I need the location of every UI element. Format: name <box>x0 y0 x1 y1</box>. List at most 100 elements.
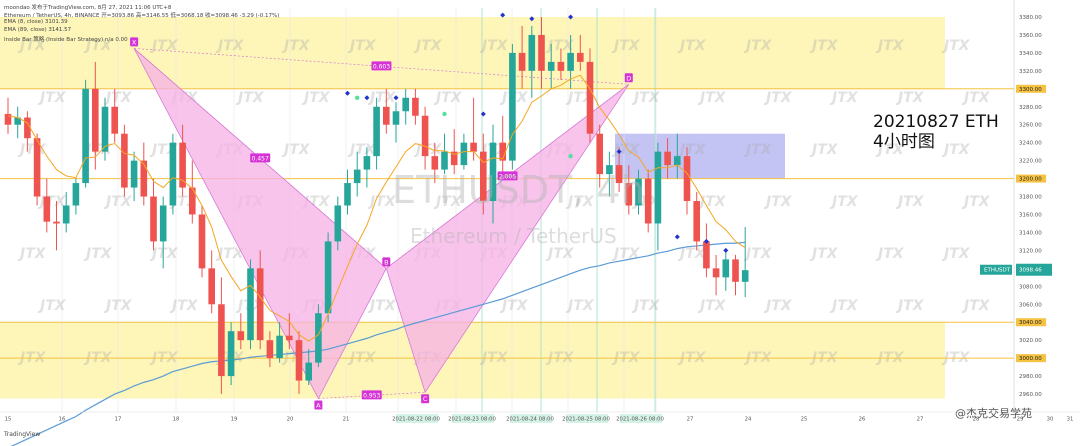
signal-marker <box>480 111 486 117</box>
jtx-watermark: JTX <box>829 194 859 210</box>
price-tick-label: 3360.00 <box>1019 33 1042 39</box>
candle-body <box>722 259 730 278</box>
candle-body <box>441 151 448 170</box>
time-range-highlight <box>620 414 662 423</box>
jtx-watermark: JTX <box>83 246 113 262</box>
jtx-watermark: JTX <box>895 298 925 314</box>
jtx-watermark: JTX <box>697 90 727 106</box>
signal-marker <box>393 95 399 101</box>
candle-body <box>460 142 468 166</box>
jtx-watermark: JTX <box>829 298 859 314</box>
time-tick-label: 15 <box>5 417 12 423</box>
strategy-legend[interactable]: Inside Bar 策略 (Inside Bar Strategy) n/a … <box>4 37 128 43</box>
candle-body <box>470 142 477 152</box>
candle-body <box>334 205 342 242</box>
jtx-watermark: JTX <box>697 194 727 210</box>
level-price-badge <box>1016 84 1046 93</box>
candle-body <box>179 142 186 188</box>
pattern-point-d-marker <box>624 73 633 83</box>
candle-body <box>693 201 700 242</box>
jtx-watermark: JTX <box>215 38 245 54</box>
candle-body <box>509 52 516 161</box>
candle-body <box>315 313 322 363</box>
chart-symbol-ohlc: Ethereum / TetherUS, 4h, BINANCE 开=3093.… <box>4 13 280 19</box>
candle-body <box>295 340 303 381</box>
jtx-watermark: JTX <box>215 246 245 262</box>
candle-body <box>14 117 21 125</box>
candle-body <box>159 205 167 242</box>
candle-body <box>577 52 584 62</box>
signal-dot <box>568 153 573 159</box>
jtx-watermark: JTX <box>37 298 67 314</box>
candle-body <box>732 259 739 282</box>
candle-body <box>547 61 555 71</box>
jtx-watermark: JTX <box>367 298 397 314</box>
candle-body <box>518 52 526 71</box>
signal-marker <box>703 238 709 244</box>
candle-body <box>140 160 148 197</box>
jtx-watermark: JTX <box>545 246 575 262</box>
price-tick-label: 3060.00 <box>1019 302 1042 308</box>
candle-body <box>683 156 691 202</box>
jtx-watermark: JTX <box>961 298 991 314</box>
jtx-watermark: JTX <box>677 246 707 262</box>
jtx-watermark: JTX <box>941 142 971 158</box>
candle-body <box>412 97 419 116</box>
pattern-ratio-badge <box>250 153 271 163</box>
jtx-watermark: JTX <box>763 298 793 314</box>
time-tick-label: 2021-08-25 08:00 <box>562 417 610 423</box>
time-tick-label: 26 <box>859 417 866 423</box>
jtx-watermark: JTX <box>875 142 905 158</box>
candle-body <box>654 151 662 224</box>
order-block-zone <box>615 133 785 179</box>
candle-body <box>82 88 89 184</box>
pattern-point-a-marker <box>314 400 323 410</box>
jtx-watermark: JTX <box>941 38 971 54</box>
time-range-highlight <box>566 414 608 423</box>
jtx-watermark: JTX <box>17 38 47 54</box>
time-tick-label: 24 <box>745 417 752 423</box>
jtx-watermark: JTX <box>433 90 463 106</box>
jtx-watermark: JTX <box>961 194 991 210</box>
time-range-highlight <box>452 414 494 423</box>
candle-body <box>150 196 157 242</box>
pattern-ratio-badge <box>371 61 392 71</box>
candle-body <box>373 106 380 157</box>
pattern-point-b-marker <box>382 257 391 267</box>
candle-body <box>703 241 710 269</box>
jtx-watermark: JTX <box>743 142 773 158</box>
candle-body <box>169 142 177 206</box>
jtx-watermark: JTX <box>565 298 595 314</box>
time-tick-label: 2021-08-24 08:00 <box>506 417 554 423</box>
time-tick-label: 16 <box>59 417 66 423</box>
time-tick-label: 17 <box>115 417 122 423</box>
candle-body <box>111 106 118 134</box>
jtx-watermark: JTX <box>875 38 905 54</box>
price-tick-label: 3380.00 <box>1019 15 1042 21</box>
candle-body <box>101 106 109 152</box>
candle-body <box>324 241 332 314</box>
time-tick-label: 2021-08-22 08:00 <box>392 417 440 423</box>
jtx-watermark: JTX <box>37 194 67 210</box>
jtx-watermark: JTX <box>347 142 377 158</box>
jtx-watermark: JTX <box>281 142 311 158</box>
time-range-highlight <box>396 414 438 423</box>
annotation-subtitle: 4小时图 <box>873 132 935 152</box>
candles-group <box>4 16 749 395</box>
candle-body <box>586 61 594 134</box>
candle-body <box>635 178 642 206</box>
candle-body <box>557 61 565 71</box>
candle-body <box>286 335 293 341</box>
candle-body <box>130 160 138 188</box>
candle-body <box>92 88 99 152</box>
time-tick-label: 27 <box>687 417 694 423</box>
tradingview-logo[interactable]: TradingView <box>4 431 41 438</box>
pattern-point-label: D <box>626 74 631 82</box>
chart-author-line: moondao 发布于TradingView.com, 8月 27, 2021 … <box>4 5 172 11</box>
jtx-watermark: JTX <box>499 298 529 314</box>
candle-body <box>344 183 351 206</box>
ema-slow-legend[interactable]: EMA (89, close) 3141.57 <box>4 27 72 33</box>
ema-fast-legend[interactable]: EMA (8, close) 3101.39 <box>4 19 68 25</box>
jtx-watermark: JTX <box>875 246 905 262</box>
